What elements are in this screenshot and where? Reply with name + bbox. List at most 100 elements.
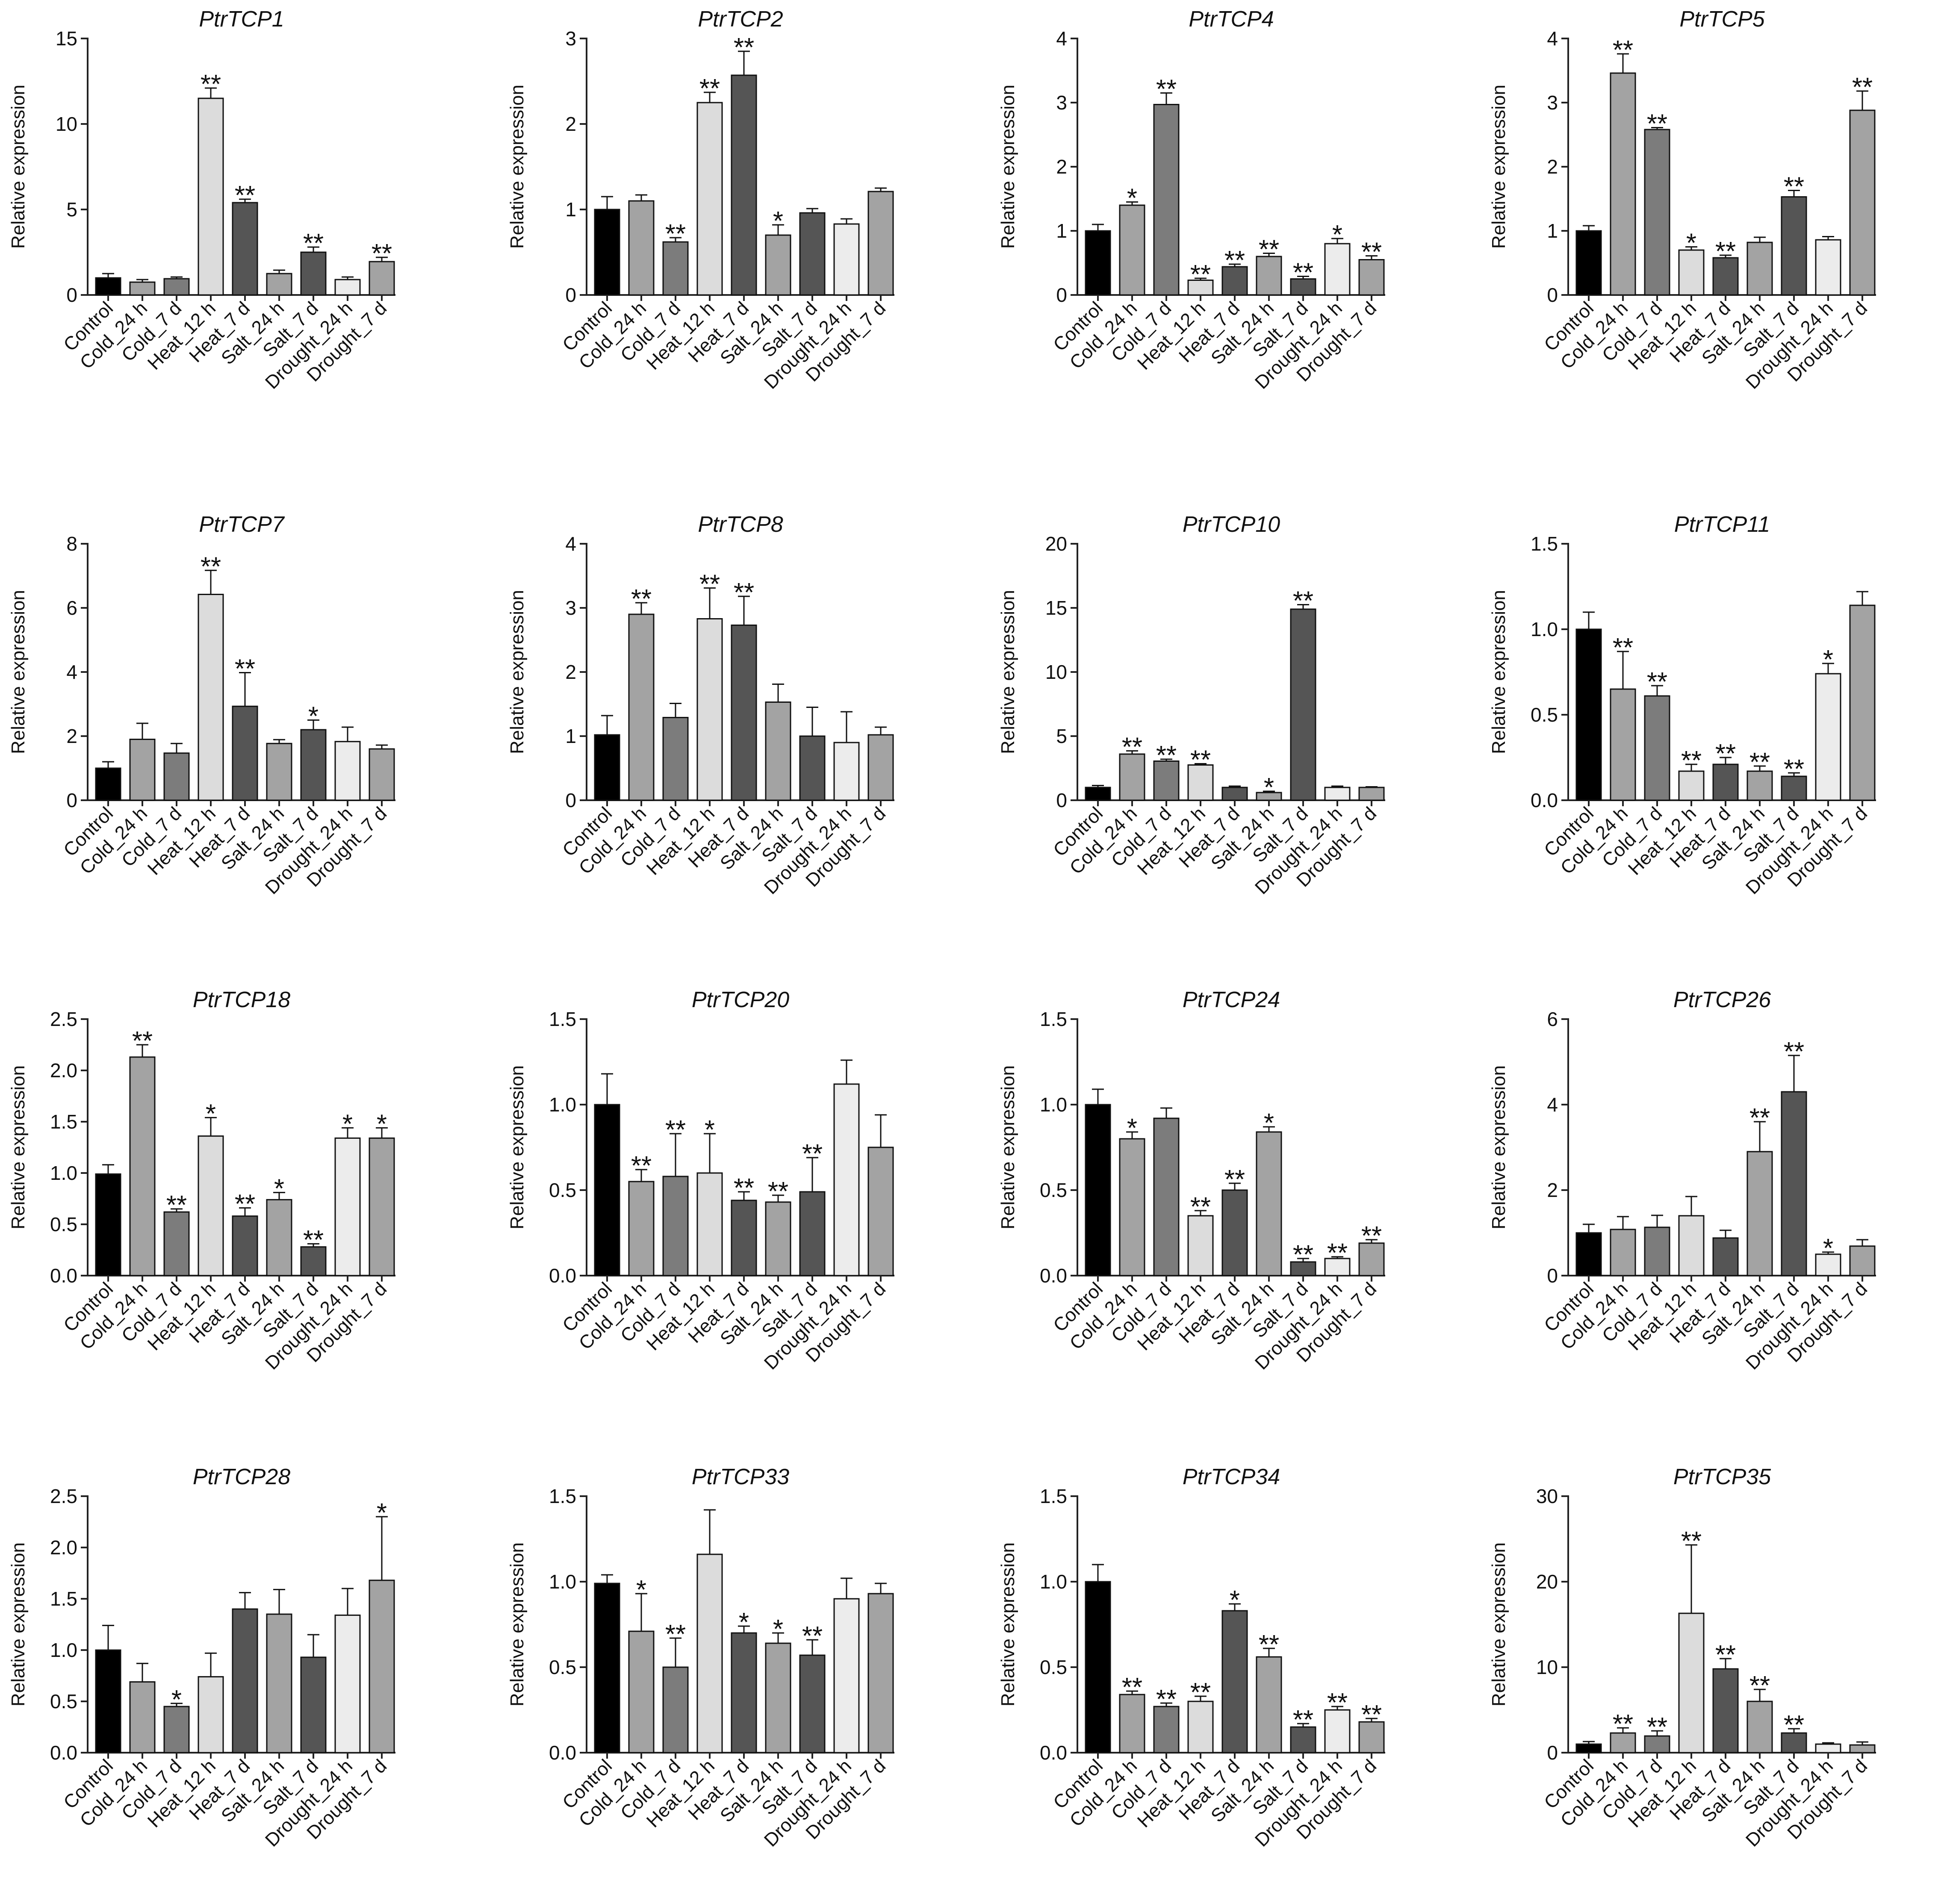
significance-marker: ** [665, 1620, 686, 1649]
bar [696, 1172, 723, 1276]
bar [1324, 243, 1351, 296]
chart-title: PtrTCP24 [1183, 987, 1280, 1012]
bar [1575, 628, 1602, 801]
bar [1746, 242, 1773, 296]
significance-marker: ** [1613, 633, 1633, 663]
significance-marker: * [377, 1498, 387, 1528]
bar [696, 1553, 723, 1754]
bar [1746, 770, 1773, 801]
significance-marker: ** [1784, 172, 1804, 202]
bar [799, 735, 826, 801]
bar [731, 74, 757, 296]
y-tick-label: 3 [1056, 91, 1067, 114]
significance-marker: ** [1647, 1712, 1667, 1742]
bar [765, 1642, 791, 1754]
bar [95, 1173, 121, 1276]
bar [1221, 787, 1248, 801]
bar [1712, 1668, 1739, 1754]
bar [1324, 1258, 1351, 1276]
bar [232, 202, 258, 296]
bar [662, 717, 689, 801]
y-tick-label: 15 [56, 27, 77, 50]
significance-marker: * [308, 702, 319, 731]
significance-marker: ** [1681, 746, 1702, 775]
chart-title: PtrTCP2 [698, 7, 783, 32]
significance-marker: * [739, 1608, 749, 1637]
y-tick-label: 30 [1536, 1485, 1558, 1507]
y-tick-label: 0.5 [50, 1690, 77, 1712]
y-tick-label: 4 [1056, 27, 1067, 50]
y-axis-label: Relative expression [1488, 1542, 1509, 1707]
bar [1085, 787, 1111, 801]
significance-marker: ** [1156, 75, 1177, 104]
significance-marker: ** [1749, 1671, 1770, 1701]
bar [163, 752, 190, 801]
bar [198, 594, 224, 801]
bar [696, 618, 723, 801]
significance-marker: ** [132, 1026, 153, 1056]
significance-marker: ** [802, 1621, 823, 1651]
y-tick-label: 0.0 [1040, 1742, 1067, 1764]
bar [833, 1598, 860, 1754]
y-tick-label: 1 [1547, 220, 1558, 242]
significance-marker: ** [1259, 1630, 1279, 1659]
significance-marker: ** [1156, 1685, 1177, 1714]
y-axis-label: Relative expression [997, 1542, 1018, 1707]
significance-marker: * [1823, 645, 1833, 675]
bar [799, 1191, 826, 1276]
bar [1153, 104, 1180, 296]
bar [198, 97, 224, 296]
bar [1256, 1131, 1282, 1276]
y-tick-label: 0 [565, 284, 576, 306]
bar [266, 273, 292, 296]
chart-title: PtrTCP33 [692, 1465, 789, 1489]
bar [1610, 1732, 1636, 1754]
y-tick-label: 0 [1056, 789, 1067, 811]
chart-title: PtrTCP4 [1189, 7, 1274, 32]
y-tick-label: 2.0 [50, 1059, 77, 1082]
bar [1610, 72, 1636, 296]
y-tick-label: 2 [1547, 1179, 1558, 1201]
chart-title: PtrTCP10 [1183, 512, 1280, 537]
bar [129, 1681, 156, 1754]
y-tick-label: 20 [1536, 1571, 1558, 1593]
y-tick-label: 6 [66, 597, 77, 619]
y-tick-label: 10 [56, 113, 77, 135]
bar [833, 223, 860, 296]
y-tick-label: 0.0 [549, 1742, 576, 1764]
bar [198, 1676, 224, 1754]
significance-marker: ** [1715, 1640, 1736, 1670]
bar [1712, 763, 1739, 801]
bar [1678, 1215, 1705, 1276]
bar [129, 739, 156, 801]
y-tick-label: 4 [66, 661, 77, 683]
chart-title: PtrTCP5 [1679, 7, 1765, 32]
significance-marker: ** [1122, 1673, 1142, 1702]
y-tick-label: 0.0 [50, 1264, 77, 1287]
y-tick-label: 0.0 [1531, 789, 1558, 811]
bar [1085, 1581, 1111, 1754]
y-axis-label: Relative expression [8, 590, 29, 754]
bar [628, 200, 655, 296]
significance-marker: * [773, 206, 783, 236]
bar [1187, 1215, 1214, 1276]
bar [594, 734, 620, 801]
chart-title: PtrTCP11 [1674, 512, 1770, 537]
bar [1085, 1104, 1111, 1276]
y-tick-label: 5 [66, 198, 77, 221]
y-tick-label: 4 [565, 533, 576, 555]
significance-marker: * [1127, 184, 1137, 213]
bar [1644, 1226, 1670, 1276]
y-axis-label: Relative expression [507, 1542, 528, 1707]
significance-marker: ** [631, 1151, 652, 1181]
significance-marker: * [705, 1115, 715, 1145]
significance-marker: ** [1361, 1221, 1382, 1251]
y-tick-label: 3 [565, 27, 576, 50]
significance-marker: ** [1293, 1705, 1313, 1735]
y-tick-label: 0.5 [549, 1179, 576, 1201]
